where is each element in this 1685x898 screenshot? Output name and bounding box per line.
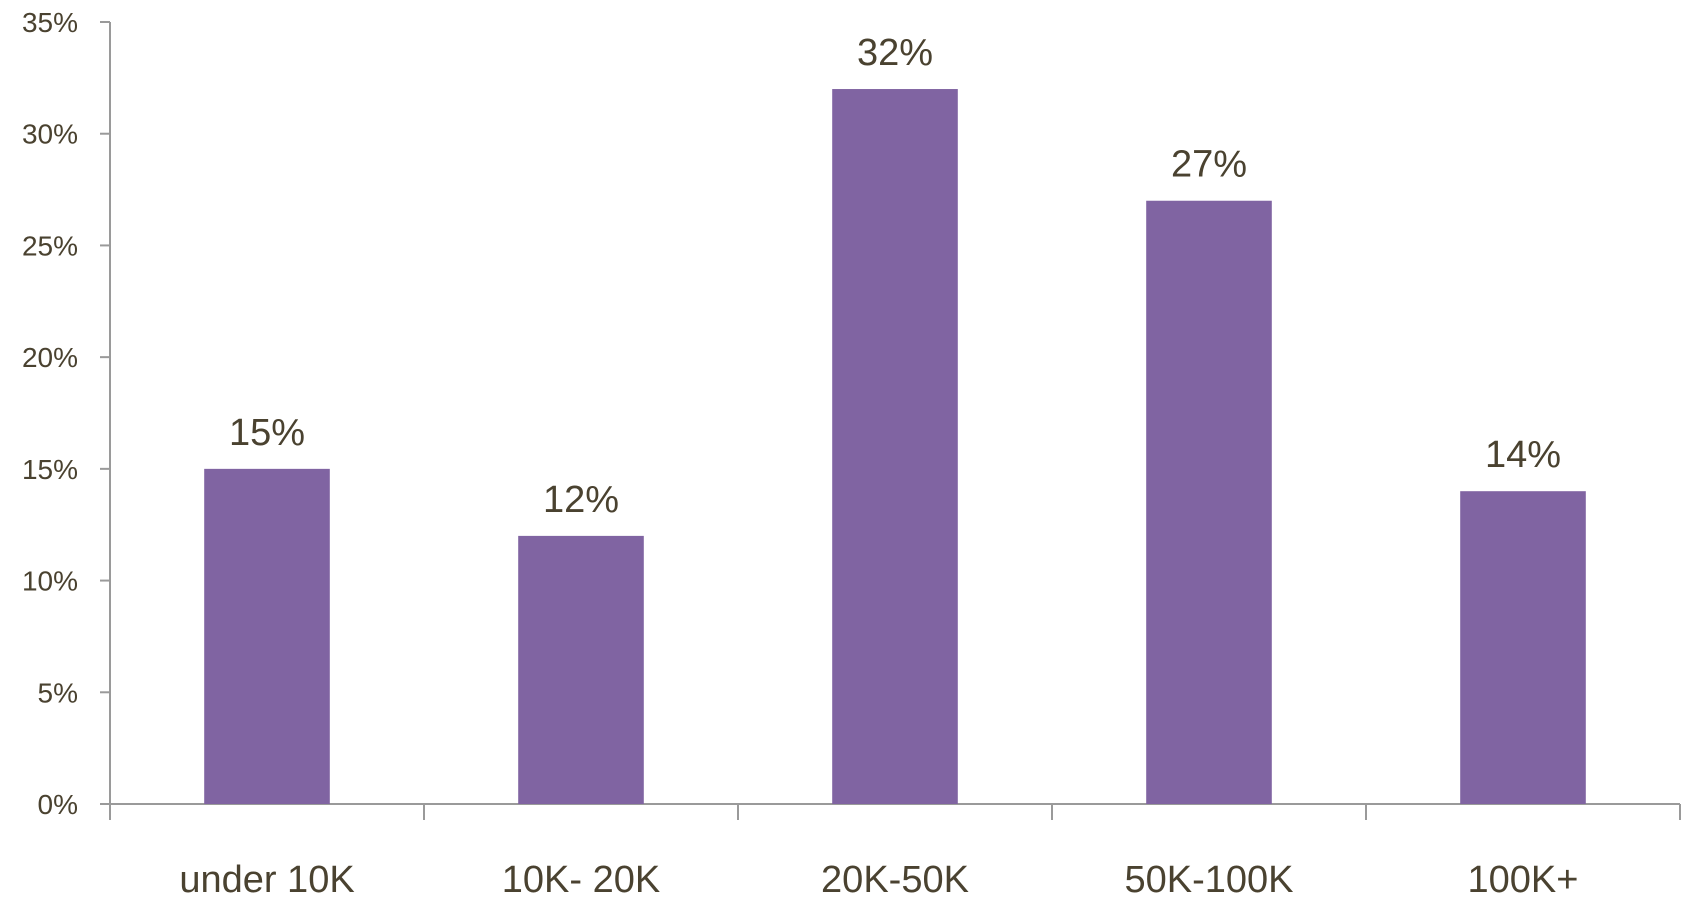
x-tick-label: under 10K	[179, 859, 354, 898]
x-tick-label: 100K+	[1468, 859, 1579, 898]
bar	[204, 468, 330, 804]
y-tick-label: 15%	[22, 454, 78, 485]
data-label: 15%	[229, 412, 305, 454]
data-labels: 15% 12% 32% 27% 14%	[229, 32, 1561, 521]
x-tick-label: 10K- 20K	[502, 859, 660, 898]
y-tick-label: 20%	[22, 342, 78, 373]
x-tick-label: 50K-100K	[1124, 859, 1293, 898]
bar	[518, 535, 644, 804]
y-tick-label: 25%	[22, 230, 78, 261]
bar	[1146, 200, 1272, 804]
y-tick-label: 0%	[38, 789, 78, 820]
data-label: 27%	[1171, 144, 1247, 186]
data-label: 12%	[543, 479, 619, 521]
bar	[832, 89, 958, 805]
data-label: 14%	[1485, 434, 1561, 476]
y-tick-label: 5%	[38, 677, 78, 708]
data-label: 32%	[857, 32, 933, 74]
y-tick-label: 10%	[22, 566, 78, 597]
y-tick-label: 30%	[22, 119, 78, 150]
y-axis: 0% 5% 10% 15% 20% 25% 30% 35%	[22, 7, 111, 820]
y-tick-label: 35%	[22, 7, 78, 38]
bars	[204, 89, 1586, 805]
bar	[1460, 491, 1586, 804]
x-axis: under 10K 10K- 20K 20K-50K 50K-100K 100K+	[109, 803, 1681, 898]
x-tick-label: 20K-50K	[821, 859, 969, 898]
